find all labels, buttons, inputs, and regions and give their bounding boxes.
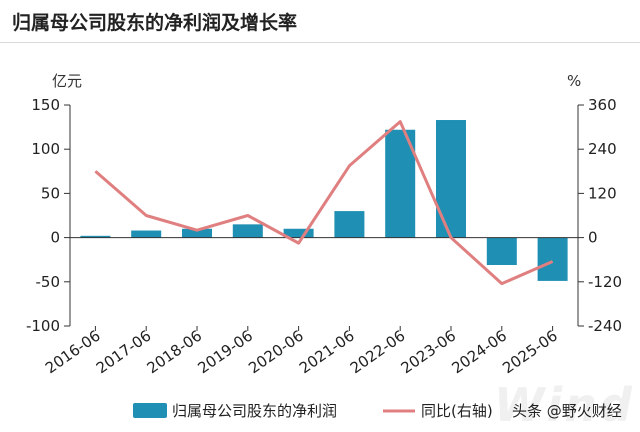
x-axis-tick-label: 2025-06 xyxy=(499,327,561,378)
left-axis-tick-label: -50 xyxy=(36,273,61,291)
right-axis-tick-label: 0 xyxy=(588,229,598,247)
left-axis-tick-label: 150 xyxy=(31,96,60,114)
bar-2017-06 xyxy=(131,230,162,238)
x-axis-tick-label: 2018-06 xyxy=(144,327,206,378)
x-axis-tick-label: 2024-06 xyxy=(448,327,510,378)
left-axis-unit: 亿元 xyxy=(52,72,82,90)
legend-source-label: 头条 @野火财经 xyxy=(512,402,622,420)
bar-2025-06 xyxy=(537,237,568,281)
legend-bar-swatch xyxy=(133,403,167,418)
bar-2021-06 xyxy=(334,211,365,238)
left-axis-tick-label: 50 xyxy=(41,184,60,202)
bar-2024-06 xyxy=(486,237,517,266)
bar-2019-06 xyxy=(232,224,263,238)
x-axis-tick-label: 2021-06 xyxy=(296,327,358,378)
right-axis-tick-label: 120 xyxy=(588,184,617,202)
x-axis-tick-label: 2023-06 xyxy=(398,327,460,378)
x-axis-tick-label: 2020-06 xyxy=(245,327,307,378)
x-axis-tick-label: 2022-06 xyxy=(347,327,409,378)
legend-bar-label: 归属母公司股东的净利润 xyxy=(172,402,337,420)
x-axis-tick-label: 2017-06 xyxy=(93,327,155,378)
right-axis-tick-label: 240 xyxy=(588,140,617,158)
right-axis-unit: % xyxy=(567,72,581,90)
bar-2018-06 xyxy=(182,228,212,238)
left-axis-tick-label: 0 xyxy=(50,229,60,247)
bar-2023-06 xyxy=(436,120,466,238)
left-axis-tick-label: -100 xyxy=(26,317,60,335)
growth-line xyxy=(94,120,554,286)
bar-2016-06 xyxy=(80,235,111,238)
left-axis-tick-label: 100 xyxy=(31,140,60,158)
chart-header: 归属母公司股东的净利润及增长率 xyxy=(0,0,640,43)
bar-2020-06 xyxy=(283,228,314,238)
chart-title: 归属母公司股东的净利润及增长率 xyxy=(12,12,298,34)
right-axis-tick-label: -240 xyxy=(588,317,622,335)
right-axis-tick-label: 360 xyxy=(588,96,617,114)
legend-line-label: 同比(右轴) xyxy=(421,402,493,420)
right-axis-tick-label: -120 xyxy=(588,273,622,291)
x-axis-tick-label: 2019-06 xyxy=(194,327,256,378)
